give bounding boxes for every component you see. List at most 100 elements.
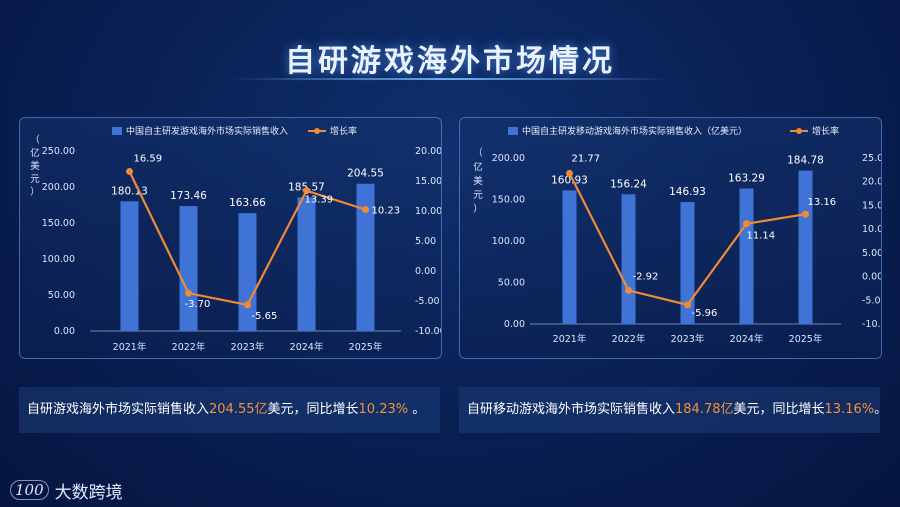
growth-rate-label: 10.23 — [372, 206, 401, 217]
title-underline — [230, 78, 670, 80]
x-tick-label: 2023年 — [671, 333, 705, 345]
growth-rate-label: -3.70 — [185, 299, 211, 310]
y-axis-unit-char: 元 — [473, 190, 483, 201]
growth-rate-point — [802, 210, 809, 218]
growth-rate-point — [185, 289, 192, 297]
y-axis-unit-char: 美 — [30, 160, 40, 172]
legend-bar-swatch — [508, 127, 518, 135]
x-tick-label: 2021年 — [553, 333, 587, 345]
bar-value-label: 173.46 — [170, 190, 207, 202]
y-axis-unit-char: 元 — [30, 174, 40, 185]
caption-text: 。 — [408, 402, 426, 417]
bar — [680, 202, 695, 324]
x-tick-label: 2025年 — [349, 341, 383, 353]
bar — [798, 170, 813, 324]
growth-rate-label: 13.16 — [808, 197, 837, 208]
bar — [297, 197, 316, 331]
growth-rate-point — [684, 301, 691, 309]
caption-text: 自研移动游戏海外市场实际销售收入 — [467, 402, 676, 417]
bar — [356, 183, 375, 331]
chart-panel-mobile-overseas-revenue: 中国自主研发移动游戏海外市场实际销售收入（亿美元） 增长率 （ 亿美元 ） 200.00 1… — [459, 117, 882, 359]
growth-rate-label: 11.14 — [747, 231, 776, 242]
summary-caption-right: 自研移动游戏海外市场实际销售收入184.78亿美元，同比增长13.16%。 — [459, 387, 887, 433]
y-axis-unit-char: ） — [30, 186, 40, 198]
y-tick-right: -5.00 — [862, 295, 881, 306]
legend-line-marker — [314, 128, 320, 134]
bar — [562, 190, 577, 324]
x-tick-label: 2023年 — [231, 341, 265, 353]
bar — [179, 206, 198, 331]
chart-mobile-overseas-revenue: 中国自主研发移动游戏海外市场实际销售收入（亿美元） 增长率 （ 亿美元 ） 200.00 1… — [473, 125, 881, 345]
growth-rate-point — [625, 286, 632, 294]
growth-rate-label: 21.77 — [572, 153, 601, 164]
summary-caption-left: 自研游戏海外市场实际销售收入204.55亿美元，同比增长10.23% 。 — [19, 387, 440, 433]
bar-value-label: 160.93 — [551, 174, 588, 186]
growth-rate-point — [566, 169, 573, 177]
chart-overseas-revenue: 中国自主研发游戏海外市场实际销售收入 增长率 （亿美元） 250.00 200.00 15… — [30, 125, 441, 353]
bar-value-label: 163.66 — [229, 197, 266, 209]
caption-highlight-growth: 10.23% — [358, 402, 409, 417]
y-axis-unit-char: 亿 — [473, 161, 483, 173]
y-tick-right: -5.00 — [415, 296, 440, 307]
y-axis-unit-char: 美 — [473, 175, 483, 187]
x-tick-label: 2025年 — [789, 333, 823, 345]
y-tick-right: 0.00 — [415, 266, 436, 277]
growth-rate-label: 16.59 — [134, 153, 163, 164]
y-tick-left: 250.00 — [42, 146, 75, 157]
y-tick-right: 0.00 — [862, 272, 881, 283]
growth-rate-point — [743, 220, 750, 228]
y-tick-left: 200.00 — [492, 153, 525, 164]
bar — [238, 213, 257, 331]
caption-highlight-amount: 184.78亿 — [675, 402, 734, 417]
y-tick-left: 150.00 — [42, 218, 75, 229]
y-tick-left: 200.00 — [42, 182, 75, 193]
growth-rate-label: -2.92 — [633, 271, 659, 282]
growth-rate-point — [362, 206, 369, 214]
y-tick-right: -10.00 — [415, 326, 441, 337]
bar — [120, 201, 139, 331]
growth-rate-label: 13.39 — [305, 195, 334, 206]
y-tick-right: 20.00 — [862, 177, 881, 188]
y-tick-right: 15.00 — [862, 200, 881, 211]
bar-value-label: 184.78 — [787, 155, 824, 167]
caption-text: 美元，同比增长 — [733, 402, 825, 417]
x-tick-label: 2024年 — [290, 341, 324, 353]
growth-rate-point — [303, 187, 310, 195]
growth-rate-label: -5.65 — [252, 311, 278, 322]
bar — [739, 188, 754, 324]
page-title: 自研游戏海外市场情况 — [285, 44, 615, 79]
legend-bar-label: 中国自主研发游戏海外市场实际销售收入 — [126, 125, 288, 137]
y-tick-right: 10.00 — [862, 224, 881, 235]
x-tick-label: 2021年 — [113, 341, 147, 353]
logo-mark-icon: 100 — [10, 480, 49, 500]
x-tick-label: 2022年 — [172, 341, 206, 353]
y-tick-left: 0.00 — [504, 319, 525, 330]
y-tick-right: 5.00 — [415, 236, 436, 247]
x-tick-label: 2024年 — [730, 333, 764, 345]
y-axis-unit-char: 亿 — [30, 147, 40, 159]
logo-text: 大数跨境 — [54, 482, 123, 503]
caption-text: 。 — [874, 402, 888, 417]
legend-line-label: 增长率 — [330, 125, 357, 137]
brand-logo: 100 大数跨境 — [10, 478, 123, 503]
y-tick-left: 50.00 — [48, 290, 75, 301]
bar-value-label: 146.93 — [669, 186, 706, 198]
y-tick-right: 25.00 — [862, 153, 881, 164]
legend-bar-swatch — [112, 127, 122, 135]
legend-line-marker — [796, 128, 802, 134]
legend-line-label: 增长率 — [812, 125, 839, 137]
growth-rate-label: -5.96 — [692, 308, 718, 319]
y-tick-left: 50.00 — [498, 278, 525, 289]
y-tick-right: 5.00 — [862, 248, 881, 259]
y-axis-unit-char: （ — [30, 134, 40, 146]
caption-highlight-amount: 204.55亿 — [209, 402, 268, 417]
y-tick-right: 15.00 — [415, 176, 441, 187]
growth-rate-point — [244, 301, 251, 309]
y-tick-left: 150.00 — [492, 195, 525, 206]
growth-rate-point — [126, 167, 133, 175]
y-axis-unit-char: （ — [473, 147, 483, 159]
caption-text: 美元，同比增长 — [267, 402, 359, 417]
caption-text: 自研游戏海外市场实际销售收入 — [27, 402, 210, 417]
y-tick-left: 100.00 — [42, 254, 75, 265]
y-tick-right: -10.00 — [862, 319, 881, 330]
